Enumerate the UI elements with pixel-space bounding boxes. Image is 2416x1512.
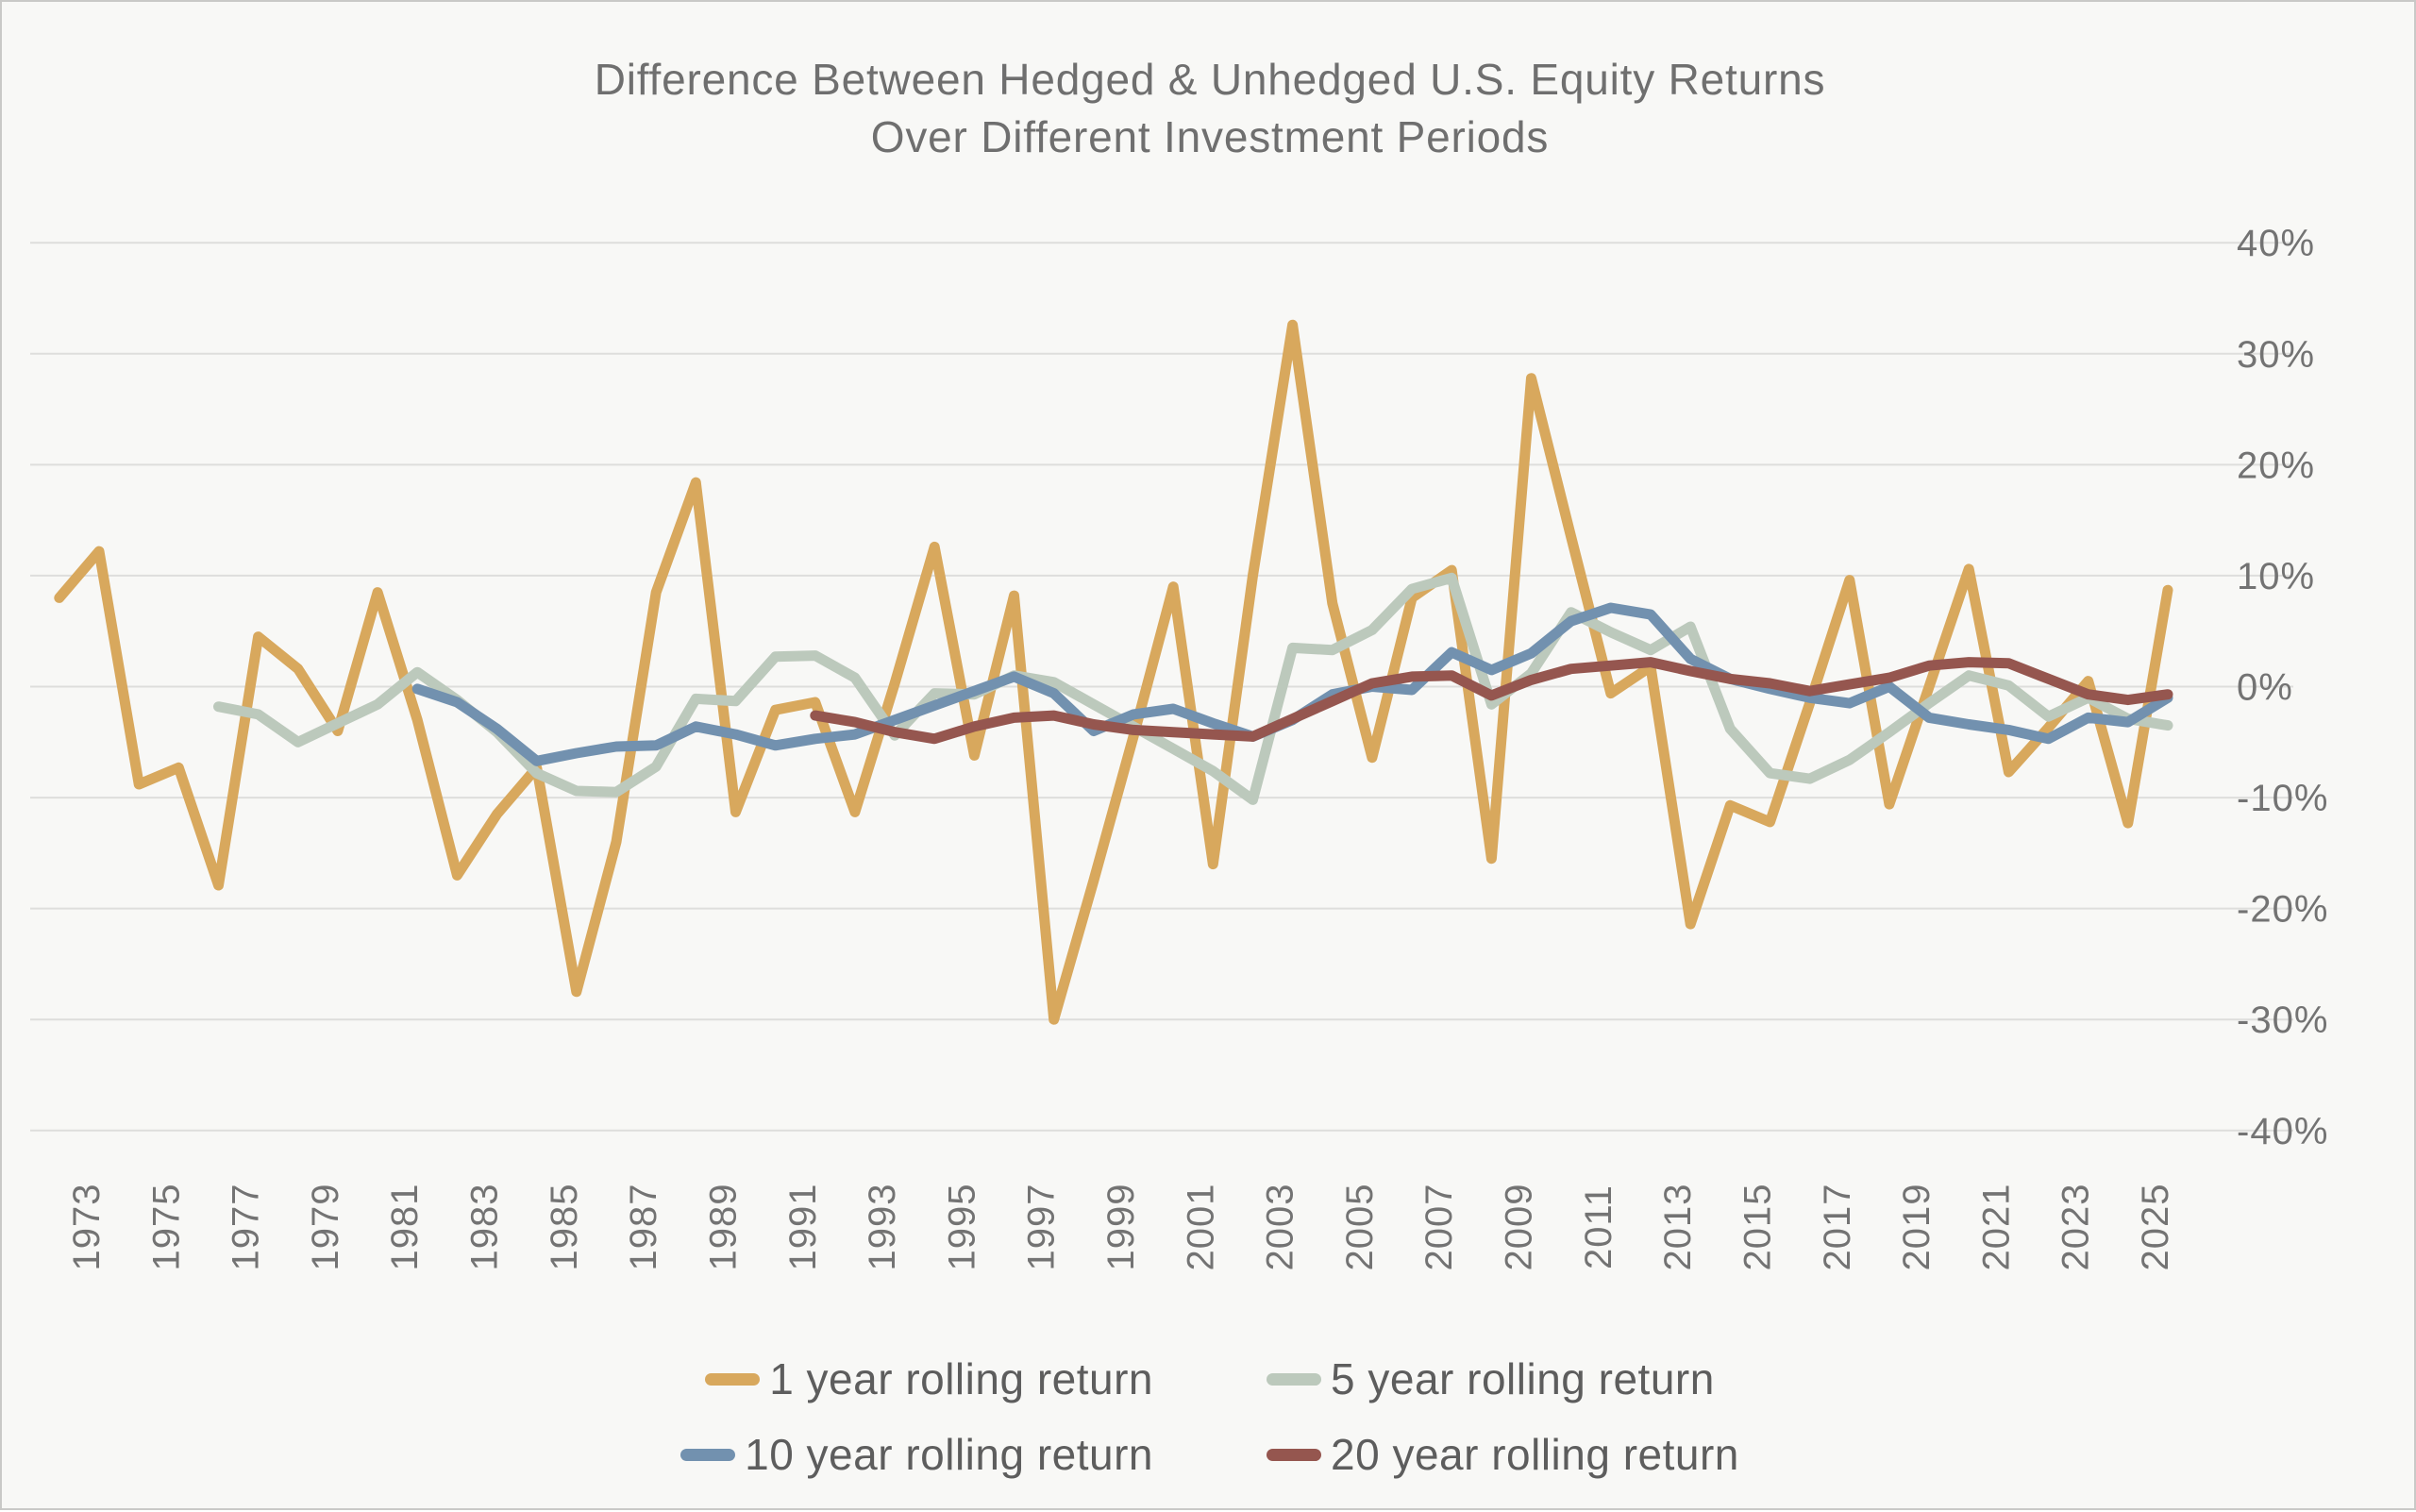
x-axis-tick-label: 1977	[226, 1184, 267, 1271]
x-axis-tick-label: 2025	[2135, 1184, 2176, 1271]
x-axis-tick-label: 1989	[702, 1184, 744, 1271]
x-axis-tick-label: 2021	[1975, 1184, 2017, 1271]
y-axis-tick-label: -10%	[2237, 778, 2328, 819]
x-axis-tick-label: 1997	[1021, 1184, 1063, 1271]
x-axis-tick-label: 2007	[1418, 1184, 1460, 1271]
y-axis-tick-label: 30%	[2237, 334, 2315, 376]
chart-title-line-1: Difference Between Hedged & Unhedged U.S…	[594, 55, 1826, 104]
y-axis-tick-label: -20%	[2237, 889, 2328, 931]
x-axis-tick-label: 1973	[66, 1184, 108, 1271]
x-axis-tick-label: 2001	[1180, 1184, 1221, 1271]
x-axis-tick-label: 2015	[1736, 1184, 1778, 1271]
x-axis-tick-label: 1987	[623, 1184, 664, 1271]
x-axis-tick-label: 1975	[145, 1184, 187, 1271]
x-axis-tick-label: 1991	[782, 1184, 824, 1271]
legend-label-20-year: 20 year rolling return	[1331, 1430, 1739, 1479]
x-axis-tick-label: 2009	[1499, 1184, 1540, 1271]
x-axis-tick-label: 1993	[862, 1184, 903, 1271]
x-axis-tick-label: 2005	[1339, 1184, 1381, 1271]
legend-item-5-year: 5 year rolling return	[1267, 1353, 1715, 1404]
x-axis-tick-label: 1979	[305, 1184, 346, 1271]
legend-label-1-year: 1 year rolling return	[769, 1354, 1153, 1403]
legend-label-10-year: 10 year rolling return	[745, 1430, 1153, 1479]
legend-label-5-year: 5 year rolling return	[1331, 1354, 1715, 1403]
x-axis-tick-label: 1995	[941, 1184, 982, 1271]
legend-swatch-10-year	[680, 1448, 736, 1461]
legend-item-20-year: 20 year rolling return	[1267, 1429, 1739, 1480]
legend-swatch-5-year	[1267, 1372, 1321, 1386]
x-axis-tick-label: 2023	[2055, 1184, 2097, 1271]
legend-item-1-year: 1 year rolling return	[705, 1353, 1153, 1404]
y-axis-tick-label: 20%	[2237, 445, 2315, 486]
x-axis-tick-label: 1985	[544, 1184, 585, 1271]
legend-row-2: 10 year rolling return 20 year rolling r…	[680, 1429, 1739, 1480]
y-axis-tick-label: 40%	[2237, 223, 2315, 264]
series-line-20-year-rolling-return	[810, 657, 2173, 745]
x-axis-tick-label: 1999	[1100, 1184, 1142, 1271]
legend-row-1: 1 year rolling return 5 year rolling ret…	[705, 1353, 1715, 1404]
series-line-1-year-rolling-return	[54, 319, 2173, 1025]
x-axis-tick-label: 1983	[464, 1184, 506, 1271]
series-line-10-year-rolling-return	[411, 602, 2173, 766]
x-axis-tick-label: 2019	[1896, 1184, 1938, 1271]
y-axis-tick-label: 10%	[2237, 556, 2315, 597]
y-axis-tick-label: -30%	[2237, 1000, 2328, 1041]
y-axis-tick-label: -40%	[2237, 1111, 2328, 1152]
x-axis-tick-label: 2013	[1657, 1184, 1699, 1271]
legend-item-10-year: 10 year rolling return	[680, 1429, 1153, 1480]
series-line-5-year-rolling-return	[213, 572, 2173, 805]
chart-legend: 1 year rolling return 5 year rolling ret…	[2, 1353, 2416, 1480]
legend-swatch-20-year	[1267, 1448, 1321, 1461]
x-axis-tick-label: 2003	[1260, 1184, 1301, 1271]
legend-swatch-1-year	[705, 1372, 761, 1386]
x-axis-tick-label: 2017	[1817, 1184, 1858, 1271]
y-axis-tick-label: 0%	[2237, 667, 2293, 709]
x-axis-tick-label: 2011	[1578, 1184, 1619, 1269]
x-axis-tick-label: 1981	[384, 1184, 426, 1271]
chart-title: Difference Between Hedged & Unhedged U.S…	[2, 51, 2416, 165]
chart-title-line-2: Over Different Investment Periods	[870, 111, 1550, 161]
